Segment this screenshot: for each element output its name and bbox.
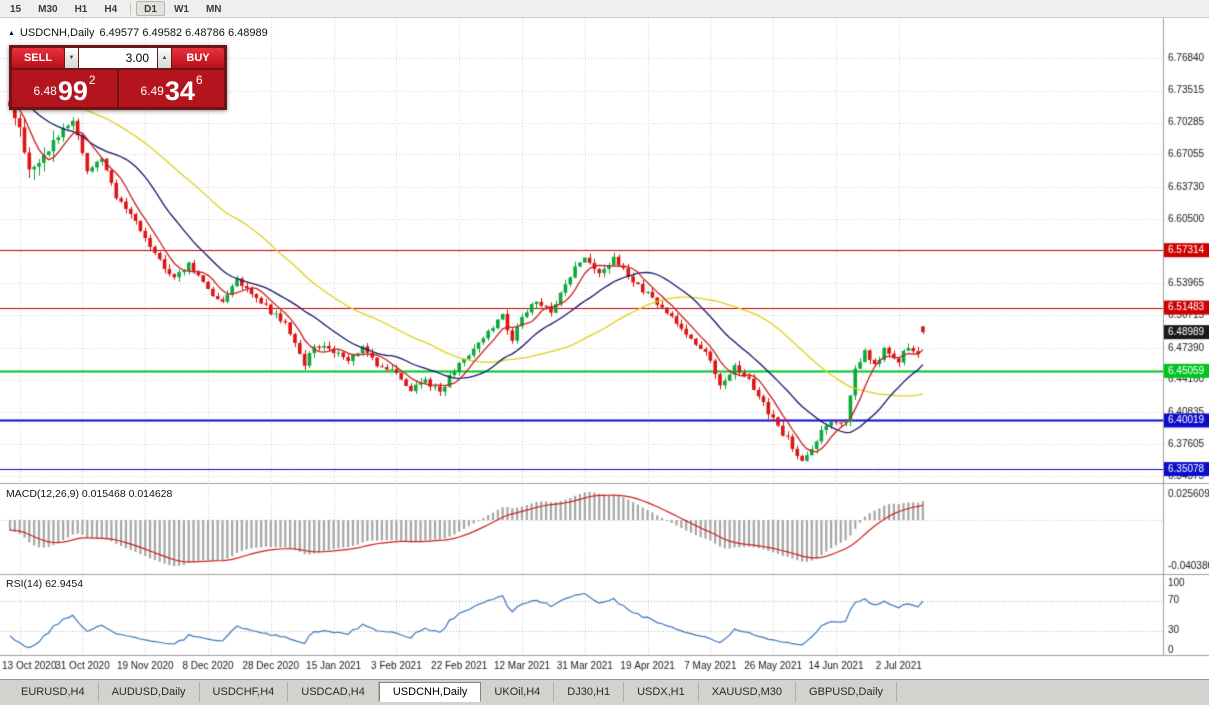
rsi-indicator-label: RSI(14) 62.9454 bbox=[6, 578, 84, 590]
sell-button[interactable]: SELL bbox=[12, 48, 64, 68]
timeframe-button-m30[interactable]: M30 bbox=[38, 4, 58, 15]
chart-symbol-label: USDCNH,Daily bbox=[19, 27, 95, 39]
toolbar-separator bbox=[130, 2, 132, 15]
arrow-up-icon: ▲ bbox=[161, 55, 168, 61]
buy-price-prefix: 6.49 bbox=[140, 84, 164, 98]
buy-price[interactable]: 6.49 34 6 bbox=[119, 70, 224, 107]
chart-header: ▲ USDCNH,Daily 6.49577 6.49582 6.48786 6… bbox=[8, 27, 268, 39]
chart-ohlc-values: 6.49577 6.49582 6.48786 6.48989 bbox=[99, 27, 268, 39]
sell-price-pipette: 2 bbox=[88, 73, 96, 87]
buy-price-big-digits: 34 bbox=[164, 76, 195, 106]
macd-indicator-label: MACD(12,26,9) 0.015468 0.014628 bbox=[6, 488, 173, 500]
timeframe-button-h1[interactable]: H1 bbox=[74, 4, 88, 15]
tab-usdx-h1[interactable]: USDX,H1 bbox=[624, 682, 699, 702]
arrow-down-icon: ▼ bbox=[68, 55, 75, 61]
sell-price-prefix: 6.48 bbox=[33, 84, 57, 98]
sell-price-big-digits: 99 bbox=[57, 76, 88, 106]
timeframe-button-d1[interactable]: D1 bbox=[136, 1, 165, 16]
timeframe-toolbar: 15 M30 H1 H4 D1 W1 MN bbox=[0, 0, 1209, 18]
buy-price-pipette: 6 bbox=[195, 73, 203, 87]
sell-price[interactable]: 6.48 99 2 bbox=[12, 70, 117, 107]
timeframe-button-mn[interactable]: MN bbox=[205, 4, 222, 15]
chart-window: ▲ USDCNH,Daily 6.49577 6.49582 6.48786 6… bbox=[0, 18, 1209, 679]
timeframe-button-h4[interactable]: H4 bbox=[104, 4, 118, 15]
tab-ukoil-h4[interactable]: UKOil,H4 bbox=[481, 682, 555, 702]
one-click-trading-panel: SELL ▼ 3.00 ▲ BUY 6.48 99 2 6.49 34 bbox=[9, 45, 227, 110]
lot-decrease-button[interactable]: ▼ bbox=[65, 48, 78, 68]
tab-dj30-h1[interactable]: DJ30,H1 bbox=[554, 682, 625, 702]
tab-xauusd-m30[interactable]: XAUUSD,M30 bbox=[698, 682, 797, 702]
lot-size-input[interactable]: 3.00 bbox=[79, 48, 157, 68]
tab-audusd-daily[interactable]: AUDUSD,Daily bbox=[98, 682, 200, 702]
chart-tab-bar: EURUSD,H4 AUDUSD,Daily USDCHF,H4 USDCAD,H4 U… bbox=[0, 679, 1209, 705]
timeframe-button-w1[interactable]: W1 bbox=[173, 4, 189, 15]
tab-eurusd-h4[interactable]: EURUSD,H4 bbox=[8, 682, 99, 702]
tab-usdcnh-daily[interactable]: USDCNH,Daily bbox=[378, 682, 482, 702]
tab-usdcad-h4[interactable]: USDCAD,H4 bbox=[288, 682, 379, 702]
buy-button[interactable]: BUY bbox=[172, 48, 224, 68]
lot-increase-button[interactable]: ▲ bbox=[158, 48, 171, 68]
price-chart-canvas[interactable] bbox=[0, 18, 1209, 679]
chart-symbol-icon: ▲ bbox=[8, 29, 15, 37]
trade-panel-prices: 6.48 99 2 6.49 34 6 bbox=[12, 70, 224, 107]
trade-panel-controls: SELL ▼ 3.00 ▲ BUY bbox=[12, 48, 224, 68]
tab-gbpusd-daily[interactable]: GBPUSD,Daily bbox=[796, 682, 898, 702]
timeframe-button-15[interactable]: 15 bbox=[10, 4, 22, 15]
tab-usdchf-h4[interactable]: USDCHF,H4 bbox=[199, 682, 289, 702]
